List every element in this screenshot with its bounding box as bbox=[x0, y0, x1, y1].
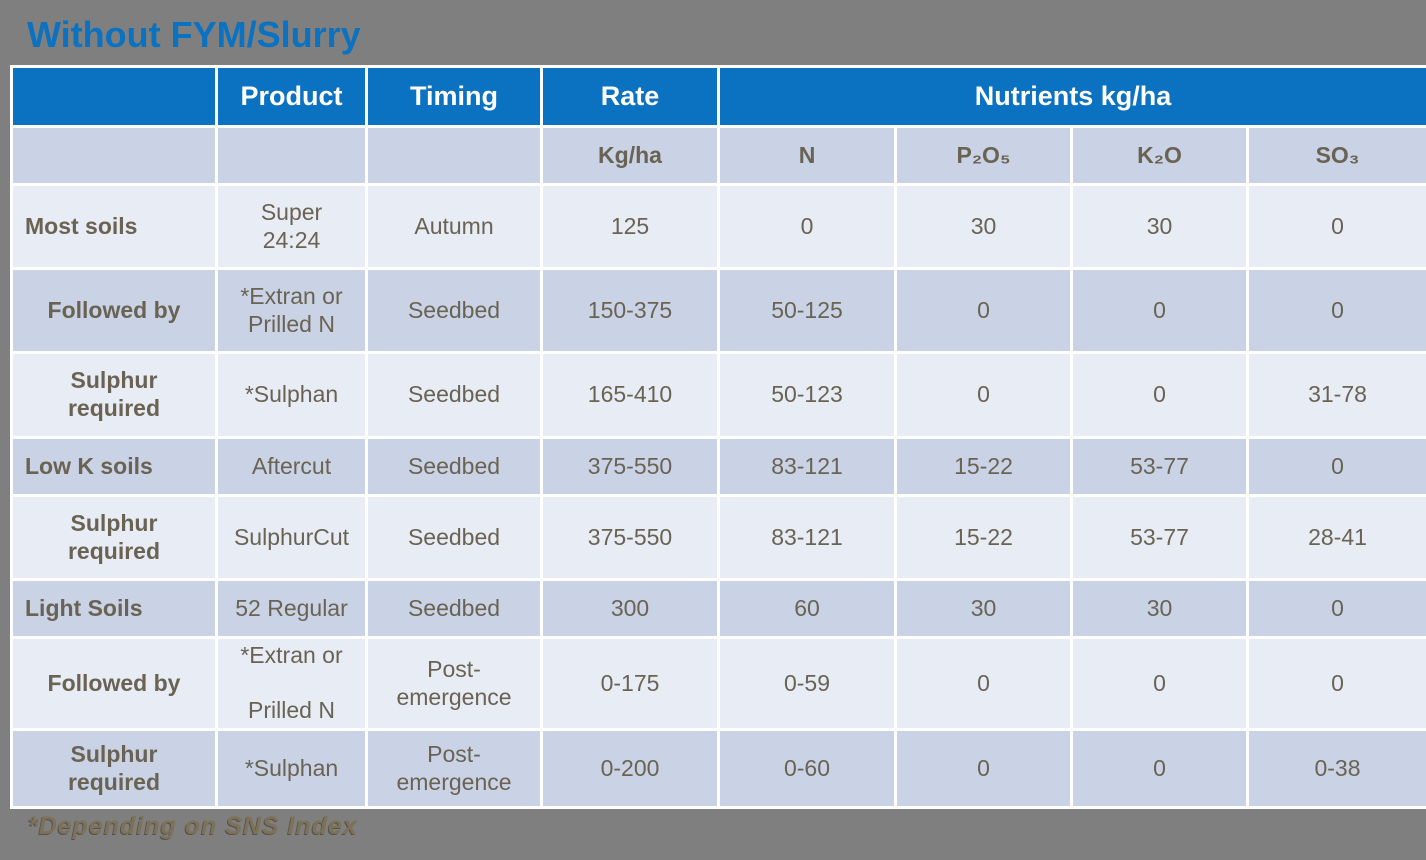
cell-n: 83-121 bbox=[717, 436, 897, 497]
header-row: Product Timing Rate Nutrients kg/ha bbox=[10, 65, 1426, 128]
subheader-cell-n: N bbox=[717, 125, 897, 186]
cell-product: Aftercut bbox=[215, 436, 368, 497]
cell-k2o: 0 bbox=[1070, 636, 1249, 731]
table-row: Most soils Super 24:24 Autumn 125 0 30 3… bbox=[10, 183, 1426, 270]
cell-timing: Autumn bbox=[365, 183, 543, 270]
subheader-cell-blank2 bbox=[215, 125, 368, 186]
subheader-cell-k2o: K₂O bbox=[1070, 125, 1249, 186]
header-cell-product: Product bbox=[215, 65, 368, 128]
cell-p2o5: 0 bbox=[894, 728, 1073, 809]
cell-n: 0 bbox=[717, 183, 897, 270]
cell-so3: 0 bbox=[1245, 578, 1426, 639]
cell-timing: Seedbed bbox=[365, 436, 543, 497]
cell-soil-label: Sulphur required bbox=[10, 728, 218, 809]
cell-timing: Seedbed bbox=[365, 578, 543, 639]
table-row: Sulphur required *Sulphan Post- emergenc… bbox=[10, 728, 1426, 809]
cell-timing: Post- emergence bbox=[365, 728, 543, 809]
cell-timing: Post- emergence bbox=[365, 636, 543, 731]
cell-p2o5: 0 bbox=[894, 636, 1073, 731]
cell-so3: 0 bbox=[1245, 436, 1426, 497]
cell-soil-label: Followed by bbox=[10, 267, 218, 354]
subheader-cell-blank1 bbox=[10, 125, 218, 186]
cell-k2o: 0 bbox=[1070, 267, 1249, 354]
cell-product: SulphurCut bbox=[215, 494, 368, 581]
footnote: *Depending on SNS Index bbox=[28, 812, 358, 840]
cell-rate: 375-550 bbox=[540, 494, 720, 581]
cell-product: *Extran or Prilled N bbox=[215, 636, 368, 731]
cell-timing: Seedbed bbox=[365, 351, 543, 439]
subheader-row: Kg/ha N P₂O₅ K₂O SO₃ bbox=[10, 125, 1426, 186]
cell-k2o: 0 bbox=[1070, 728, 1249, 809]
cell-n: 0-60 bbox=[717, 728, 897, 809]
cell-rate: 125 bbox=[540, 183, 720, 270]
cell-k2o: 30 bbox=[1070, 578, 1249, 639]
cell-rate: 150-375 bbox=[540, 267, 720, 354]
cell-product: *Sulphan bbox=[215, 351, 368, 439]
cell-soil-label: Sulphur required bbox=[10, 351, 218, 439]
subheader-cell-rate-unit: Kg/ha bbox=[540, 125, 720, 186]
cell-rate: 300 bbox=[540, 578, 720, 639]
table-row: Low K soils Aftercut Seedbed 375-550 83-… bbox=[10, 436, 1426, 497]
header-cell-blank bbox=[10, 65, 218, 128]
cell-p2o5: 15-22 bbox=[894, 494, 1073, 581]
table-row: Sulphur required SulphurCut Seedbed 375-… bbox=[10, 494, 1426, 581]
table-row: Light Soils 52 Regular Seedbed 300 60 30… bbox=[10, 578, 1426, 639]
cell-p2o5: 0 bbox=[894, 267, 1073, 354]
cell-product: Super 24:24 bbox=[215, 183, 368, 270]
page-title: Without FYM/Slurry bbox=[27, 14, 361, 55]
cell-soil-label: Low K soils bbox=[10, 436, 218, 497]
cell-product: 52 Regular bbox=[215, 578, 368, 639]
cell-n: 60 bbox=[717, 578, 897, 639]
cell-soil-label: Most soils bbox=[10, 183, 218, 270]
cell-rate: 375-550 bbox=[540, 436, 720, 497]
cell-p2o5: 15-22 bbox=[894, 436, 1073, 497]
cell-soil-label: Followed by bbox=[10, 636, 218, 731]
cell-rate: 165-410 bbox=[540, 351, 720, 439]
cell-p2o5: 30 bbox=[894, 578, 1073, 639]
cell-p2o5: 30 bbox=[894, 183, 1073, 270]
table-row: Followed by *Extran or Prilled N Post- e… bbox=[10, 636, 1426, 731]
header-cell-timing: Timing bbox=[365, 65, 543, 128]
cell-timing: Seedbed bbox=[365, 267, 543, 354]
cell-so3: 0 bbox=[1245, 636, 1426, 731]
cell-n: 50-125 bbox=[717, 267, 897, 354]
cell-so3: 0-38 bbox=[1245, 728, 1426, 809]
cell-k2o: 53-77 bbox=[1070, 494, 1249, 581]
cell-soil-label: Light Soils bbox=[10, 578, 218, 639]
cell-so3: 28-41 bbox=[1245, 494, 1426, 581]
header-cell-rate: Rate bbox=[540, 65, 720, 128]
cell-so3: 0 bbox=[1245, 183, 1426, 270]
header-cell-nutrients: Nutrients kg/ha bbox=[716, 65, 1426, 128]
cell-n: 0-59 bbox=[717, 636, 897, 731]
cell-n: 50-123 bbox=[717, 351, 897, 439]
cell-product: *Extran or Prilled N bbox=[215, 267, 368, 354]
cell-p2o5: 0 bbox=[894, 351, 1073, 439]
cell-k2o: 53-77 bbox=[1070, 436, 1249, 497]
table-body: Most soils Super 24:24 Autumn 125 0 30 3… bbox=[10, 183, 1426, 809]
subheader-cell-p2o5: P₂O₅ bbox=[894, 125, 1073, 186]
subheader-cell-blank3 bbox=[365, 125, 543, 186]
subheader-cell-so3: SO₃ bbox=[1245, 125, 1426, 186]
cell-rate: 0-200 bbox=[540, 728, 720, 809]
table-header: Product Timing Rate Nutrients kg/ha Kg/h… bbox=[10, 65, 1426, 186]
cell-product: *Sulphan bbox=[215, 728, 368, 809]
cell-k2o: 30 bbox=[1070, 183, 1249, 270]
cell-rate: 0-175 bbox=[540, 636, 720, 731]
cell-k2o: 0 bbox=[1070, 351, 1249, 439]
fertiliser-table: Product Timing Rate Nutrients kg/ha Kg/h… bbox=[10, 65, 1426, 809]
cell-so3: 31-78 bbox=[1245, 351, 1426, 439]
cell-timing: Seedbed bbox=[365, 494, 543, 581]
cell-soil-label: Sulphur required bbox=[10, 494, 218, 581]
cell-so3: 0 bbox=[1245, 267, 1426, 354]
cell-n: 83-121 bbox=[717, 494, 897, 581]
table-row: Sulphur required *Sulphan Seedbed 165-41… bbox=[10, 351, 1426, 439]
table-row: Followed by *Extran or Prilled N Seedbed… bbox=[10, 267, 1426, 354]
